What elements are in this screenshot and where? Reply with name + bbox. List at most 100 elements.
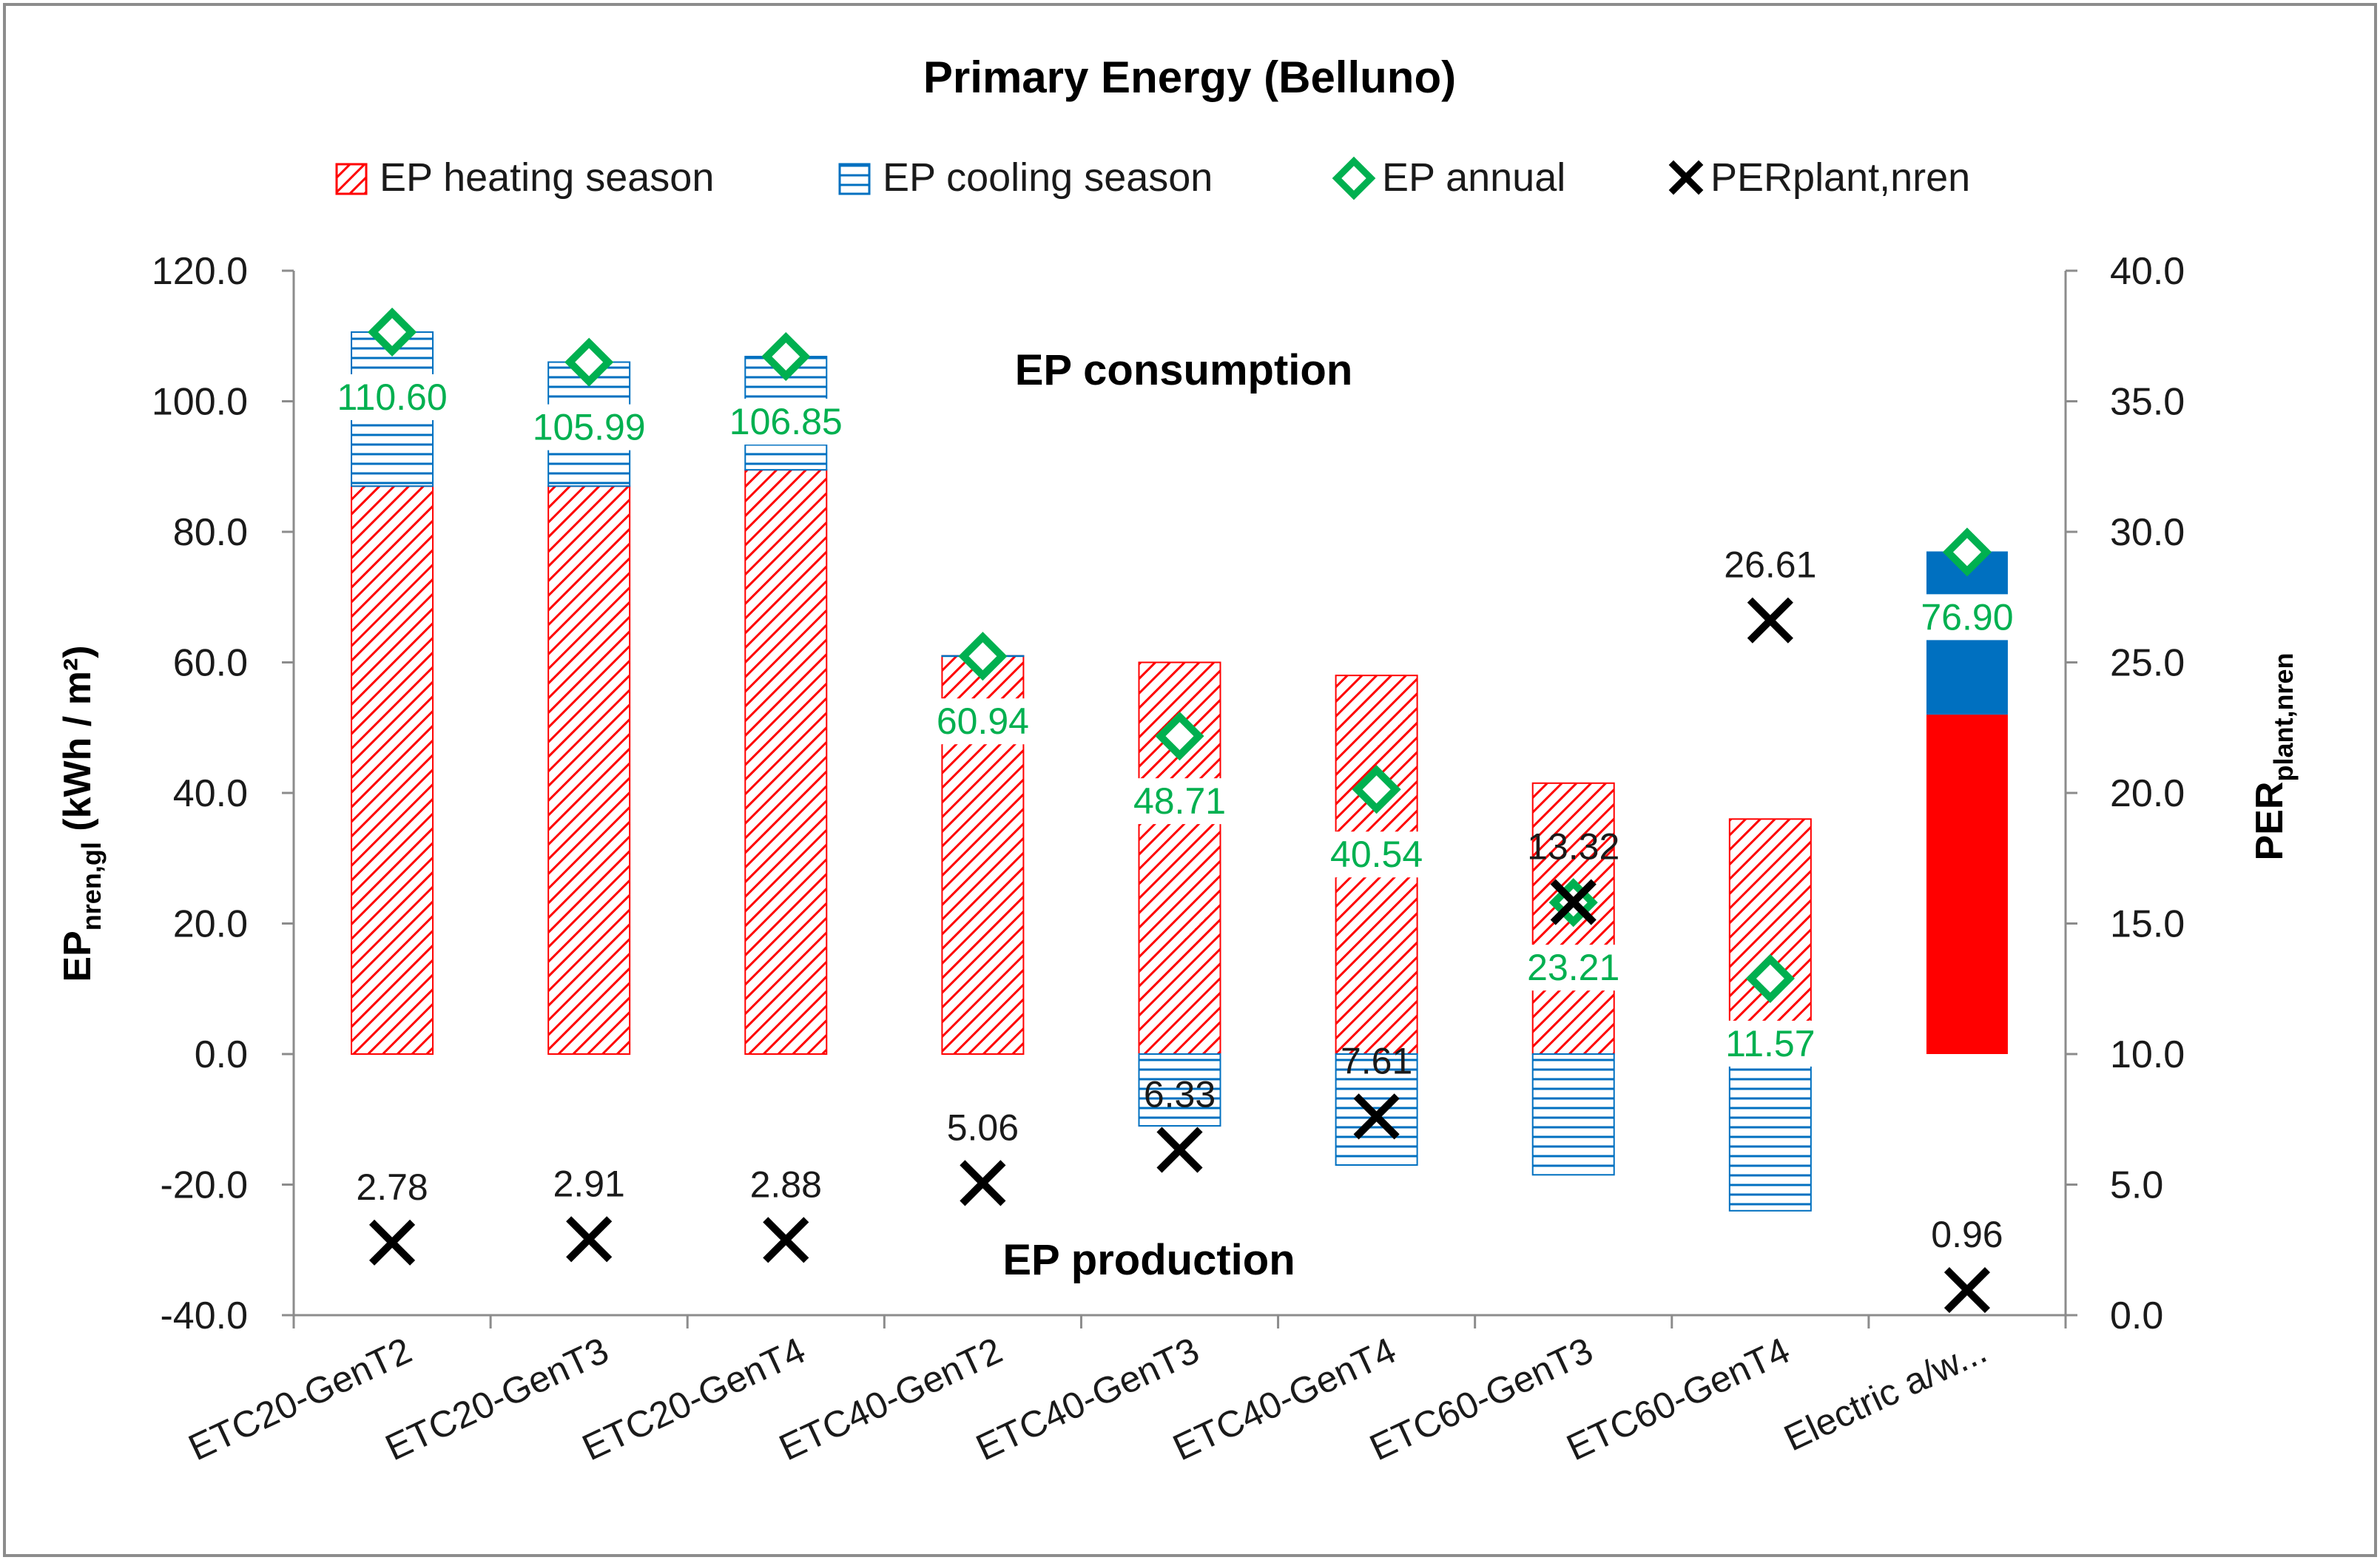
legend-marker-annual (1332, 156, 1376, 200)
y-tick-label-right: 35.0 (2110, 381, 2185, 424)
marker-per-stroke (1944, 1267, 1991, 1314)
y-tick-label-left: 20.0 (173, 903, 248, 946)
label-annual: 40.54 (1330, 834, 1423, 875)
marker-annual (367, 307, 417, 357)
label-per: 13.32 (1527, 826, 1619, 868)
marker-per-stroke (960, 1160, 1006, 1206)
label-annual: 76.90 (1921, 596, 2013, 638)
legend-label-per: PERplant,nren (1710, 155, 1970, 200)
annual-label-bg (927, 698, 1039, 745)
y-tick-label-left: 0.0 (195, 1033, 248, 1076)
label-per: 2.91 (553, 1163, 625, 1204)
marker-annual (564, 337, 614, 387)
legend-marker-per (1668, 160, 1704, 195)
legend-label-annual: EP annual (1382, 155, 1565, 200)
annual-label-bg (533, 404, 645, 450)
legend-label-heating: EP heating season (380, 155, 714, 200)
y-tick-label-left: 60.0 (173, 642, 248, 685)
label-per: 26.61 (1724, 544, 1816, 586)
label-annual: 23.21 (1527, 947, 1619, 988)
y-axis-left-title: EPnren,gl (kWh / m²) (56, 645, 107, 982)
marker-per-stroke (1747, 597, 1793, 644)
annual-label-bg (1714, 1020, 1826, 1067)
label-per: 2.88 (750, 1164, 822, 1205)
marker-per (368, 1219, 416, 1266)
y-axis-right-title-sub: plant,nren (2268, 653, 2299, 782)
bar-cooling (1728, 1053, 1812, 1212)
annual-label-bg (1321, 831, 1432, 878)
label-per: 6.33 (1144, 1074, 1216, 1115)
label-per: 7.61 (1341, 1040, 1412, 1081)
annotation-consumption: EP consumption (1015, 346, 1353, 394)
y-tick-label-right: 5.0 (2110, 1164, 2163, 1207)
marker-per (1747, 597, 1793, 644)
marker-per-stroke (1156, 1127, 1203, 1173)
annual-label-bg (337, 374, 448, 420)
label-annual: 110.60 (337, 377, 447, 418)
label-per: 5.06 (947, 1107, 1019, 1148)
marker-per (1353, 1093, 1400, 1140)
marker-annual (1942, 527, 1992, 577)
y-axis-right-title: PERplant,nren (2248, 653, 2299, 861)
annotation-production: EP production (1002, 1236, 1295, 1284)
annual-label-bg (1517, 945, 1629, 991)
legend: EP heating season EP cooling season EP a… (335, 155, 1970, 200)
bar-heating (547, 485, 631, 1055)
bar-heating (1926, 715, 2008, 1054)
y-axis-left-title-unit: (kWh / m²) (56, 645, 99, 831)
legend-label-cooling: EP cooling season (883, 155, 1213, 200)
y-tick-label-right: 0.0 (2110, 1294, 2163, 1337)
marker-per (763, 1217, 809, 1263)
y-tick-label-left: -20.0 (160, 1164, 248, 1207)
marker-annual (1155, 712, 1204, 761)
y-tick-label-right: 20.0 (2110, 772, 2185, 815)
marker-per-stroke (368, 1219, 416, 1266)
annual-label-bg (1911, 594, 2023, 641)
y-tick-label-right: 10.0 (2110, 1033, 2185, 1076)
y-tick-label-left: 100.0 (152, 381, 248, 424)
y-tick-label-left: 80.0 (173, 511, 248, 554)
marker-per-stroke (763, 1217, 809, 1263)
chart-title: Primary Energy (Belluno) (923, 53, 1456, 102)
markers: 110.60 105.99 106.85 60.94 48.71 40.54 23.21 11… (337, 307, 2023, 1314)
label-annual: 48.71 (1133, 780, 1226, 822)
y-tick-label-right: 25.0 (2110, 642, 2185, 685)
y-tick-label-left: 120.0 (152, 250, 248, 293)
marker-per (1944, 1267, 1991, 1314)
marker-per-stroke (1353, 1093, 1400, 1140)
y-tick-label-right: 15.0 (2110, 903, 2185, 946)
y-axis-right-title-main: PER (2248, 782, 2291, 861)
label-annual: 105.99 (533, 407, 646, 448)
marker-annual (761, 331, 811, 382)
bar-cooling (1138, 1053, 1221, 1127)
marker-per-stroke (1550, 879, 1597, 925)
annual-label-bg (1124, 778, 1235, 825)
bar-heating (1728, 818, 1812, 1056)
y-tick-label-left: -40.0 (160, 1294, 248, 1337)
bar-cooling (1335, 1053, 1418, 1166)
bar-heating (351, 485, 434, 1055)
marker-per (1550, 879, 1597, 925)
label-annual: 11.57 (1725, 1023, 1815, 1064)
marker-per (566, 1216, 613, 1263)
bar-heating (744, 469, 828, 1055)
y-axis-left-title-sub: nren,gl (76, 842, 107, 931)
marker-per (1156, 1127, 1203, 1173)
marker-annual (958, 632, 1008, 681)
label-per: 2.78 (356, 1166, 428, 1208)
y-tick-label-left: 40.0 (173, 772, 248, 815)
y-tick-label-right: 40.0 (2110, 250, 2185, 293)
legend-swatch-heating (335, 163, 368, 195)
marker-annual (1352, 765, 1401, 814)
legend-swatch-cooling (838, 163, 871, 195)
y-tick-label-right: 30.0 (2110, 511, 2185, 554)
label-annual: 106.85 (729, 401, 843, 442)
bar-cooling (1531, 1053, 1615, 1176)
annual-label-bg (730, 399, 842, 445)
marker-per (960, 1160, 1006, 1206)
label-annual: 60.94 (937, 700, 1029, 742)
marker-annual (1745, 953, 1795, 1003)
label-per: 0.96 (1931, 1214, 2003, 1255)
